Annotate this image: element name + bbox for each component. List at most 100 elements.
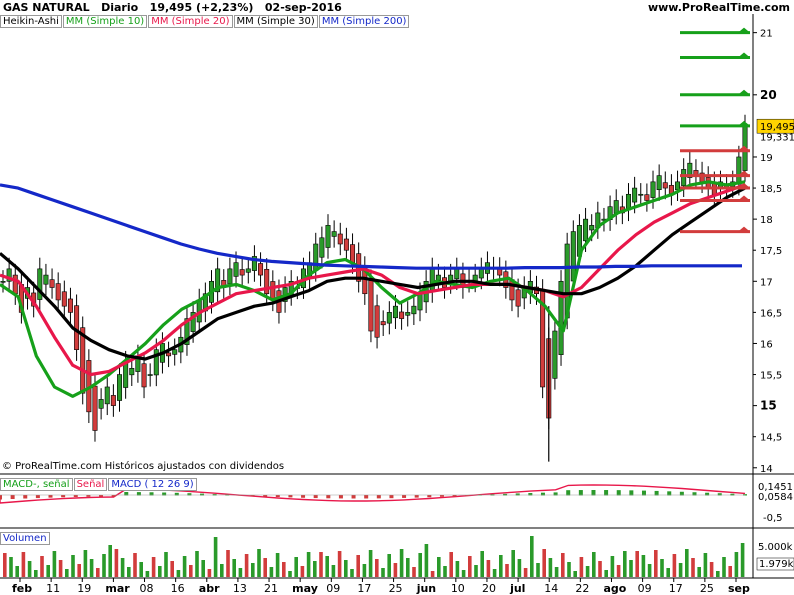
candle-up [429, 268, 435, 292]
macd-histogram-bar [288, 495, 293, 498]
x-tick-label: 09 [638, 582, 652, 595]
price-tick-label-minor: 15,5 [760, 371, 782, 382]
volume-bar [58, 560, 63, 577]
macd-label-1[interactable]: MACD-, señal [0, 478, 73, 491]
chart-header: GAS NATURAL Diario 19,495 (+2,23%) 02-se… [0, 0, 794, 14]
volume-bar [27, 561, 32, 577]
macd-histogram-bar [439, 495, 444, 497]
x-tick-label: jun [416, 582, 436, 595]
legend-mm20[interactable]: MM (Simple 20) [148, 15, 233, 28]
legend-mm30[interactable]: MM (Simple 30) [233, 15, 318, 28]
price-tick-label-minor: 18,5 [760, 184, 782, 195]
volume-bar [145, 571, 150, 577]
macd-histogram-bar [679, 491, 684, 496]
candle-down [399, 311, 405, 319]
volume-legend: Volumen [0, 532, 51, 545]
candle-down [515, 289, 521, 307]
volume-bar [71, 555, 75, 577]
x-tick-label: 11 [46, 582, 60, 595]
volume-bar [40, 556, 44, 577]
candle-up [233, 262, 239, 277]
macd-histogram-bar [61, 495, 66, 498]
volume-bar [660, 559, 664, 577]
macd-histogram-bar [515, 493, 520, 496]
candle-up [650, 181, 656, 198]
macd-histogram-bar [200, 493, 205, 496]
macd-label-3[interactable]: MACD ( 12 26 9) [108, 478, 197, 491]
volume-bar [325, 556, 329, 577]
macd-histogram-bar [35, 495, 40, 499]
volume-bar [133, 553, 137, 577]
volume-bar [226, 550, 230, 577]
legend-mm200[interactable]: MM (Simple 200) [318, 15, 410, 28]
volume-bar [691, 558, 695, 577]
volume-bar [368, 550, 373, 577]
candle-up [153, 349, 159, 376]
prev-price-value: 19,331 [760, 132, 794, 143]
macd-histogram-bar [174, 492, 179, 496]
volume-bar [468, 556, 472, 577]
volume-bar [629, 560, 633, 577]
volume-bar [728, 566, 732, 577]
price-tick-label: 17 [760, 277, 773, 288]
candle-down [374, 305, 380, 338]
macd-histogram-bar [578, 490, 583, 496]
candle-up [37, 268, 43, 300]
arrow-down-icon [738, 145, 750, 151]
macd-histogram-bar [73, 495, 78, 497]
volume-bar [517, 559, 522, 577]
volume-label[interactable]: Volumen [0, 532, 50, 545]
volume-bar [536, 563, 540, 577]
volume-bar [96, 568, 100, 577]
volume-bar [592, 552, 596, 577]
candle-up [319, 237, 325, 258]
last-price-change: 19,495 (+2,23%) [149, 1, 254, 14]
footer-credit: © ProRealTime.com Históricos ajustados c… [2, 461, 285, 472]
x-tick-label: 22 [575, 582, 589, 595]
macd-label-2[interactable]: Señal [73, 478, 108, 491]
macd-histogram-bar [566, 490, 571, 496]
volume-bar [89, 559, 94, 577]
macd-histogram-bar [162, 492, 167, 496]
header-left: GAS NATURAL Diario 19,495 (+2,23%) 02-se… [3, 1, 342, 14]
volume-bar [573, 571, 577, 577]
candle-up [558, 280, 564, 355]
volume-bar [585, 566, 590, 577]
volume-bar [709, 562, 714, 577]
legend-heikin[interactable]: Heikin-Ashi [0, 15, 62, 28]
volume-bar [393, 563, 398, 577]
arrow-down-icon [738, 183, 750, 189]
volume-tick: 5.000k [758, 542, 793, 553]
macd-histogram-bar [414, 495, 419, 498]
candle-up [435, 274, 441, 281]
macd-histogram-bar [465, 495, 470, 496]
volume-bar [337, 551, 342, 577]
candle-up [6, 268, 12, 282]
candle-down [67, 298, 73, 313]
candle-down [258, 263, 264, 276]
volume-bar [375, 559, 379, 577]
candle-down [337, 233, 343, 245]
legend-mm10[interactable]: MM (Simple 10) [62, 15, 148, 28]
price-tick-label-minor: 17,5 [760, 246, 782, 257]
volume-bar [697, 567, 701, 577]
candle-down [380, 321, 386, 326]
volume-bar [641, 555, 646, 577]
x-tick-label: mar [105, 582, 130, 595]
volume-bar [269, 567, 274, 577]
candle-up [313, 243, 319, 271]
candle-down [644, 194, 650, 201]
volume-bar [542, 549, 546, 577]
volume-bar [220, 564, 224, 577]
macd-histogram-bar [692, 492, 697, 496]
volume-bar [356, 555, 360, 577]
instrument-name: GAS NATURAL [3, 1, 90, 14]
volume-bar [263, 558, 267, 577]
volume-bar [52, 551, 57, 577]
volume-bar [282, 562, 286, 577]
candle-up [215, 268, 221, 293]
volume-bar [83, 550, 88, 577]
macd-histogram-bar [48, 495, 53, 498]
volume-bar [275, 553, 280, 577]
